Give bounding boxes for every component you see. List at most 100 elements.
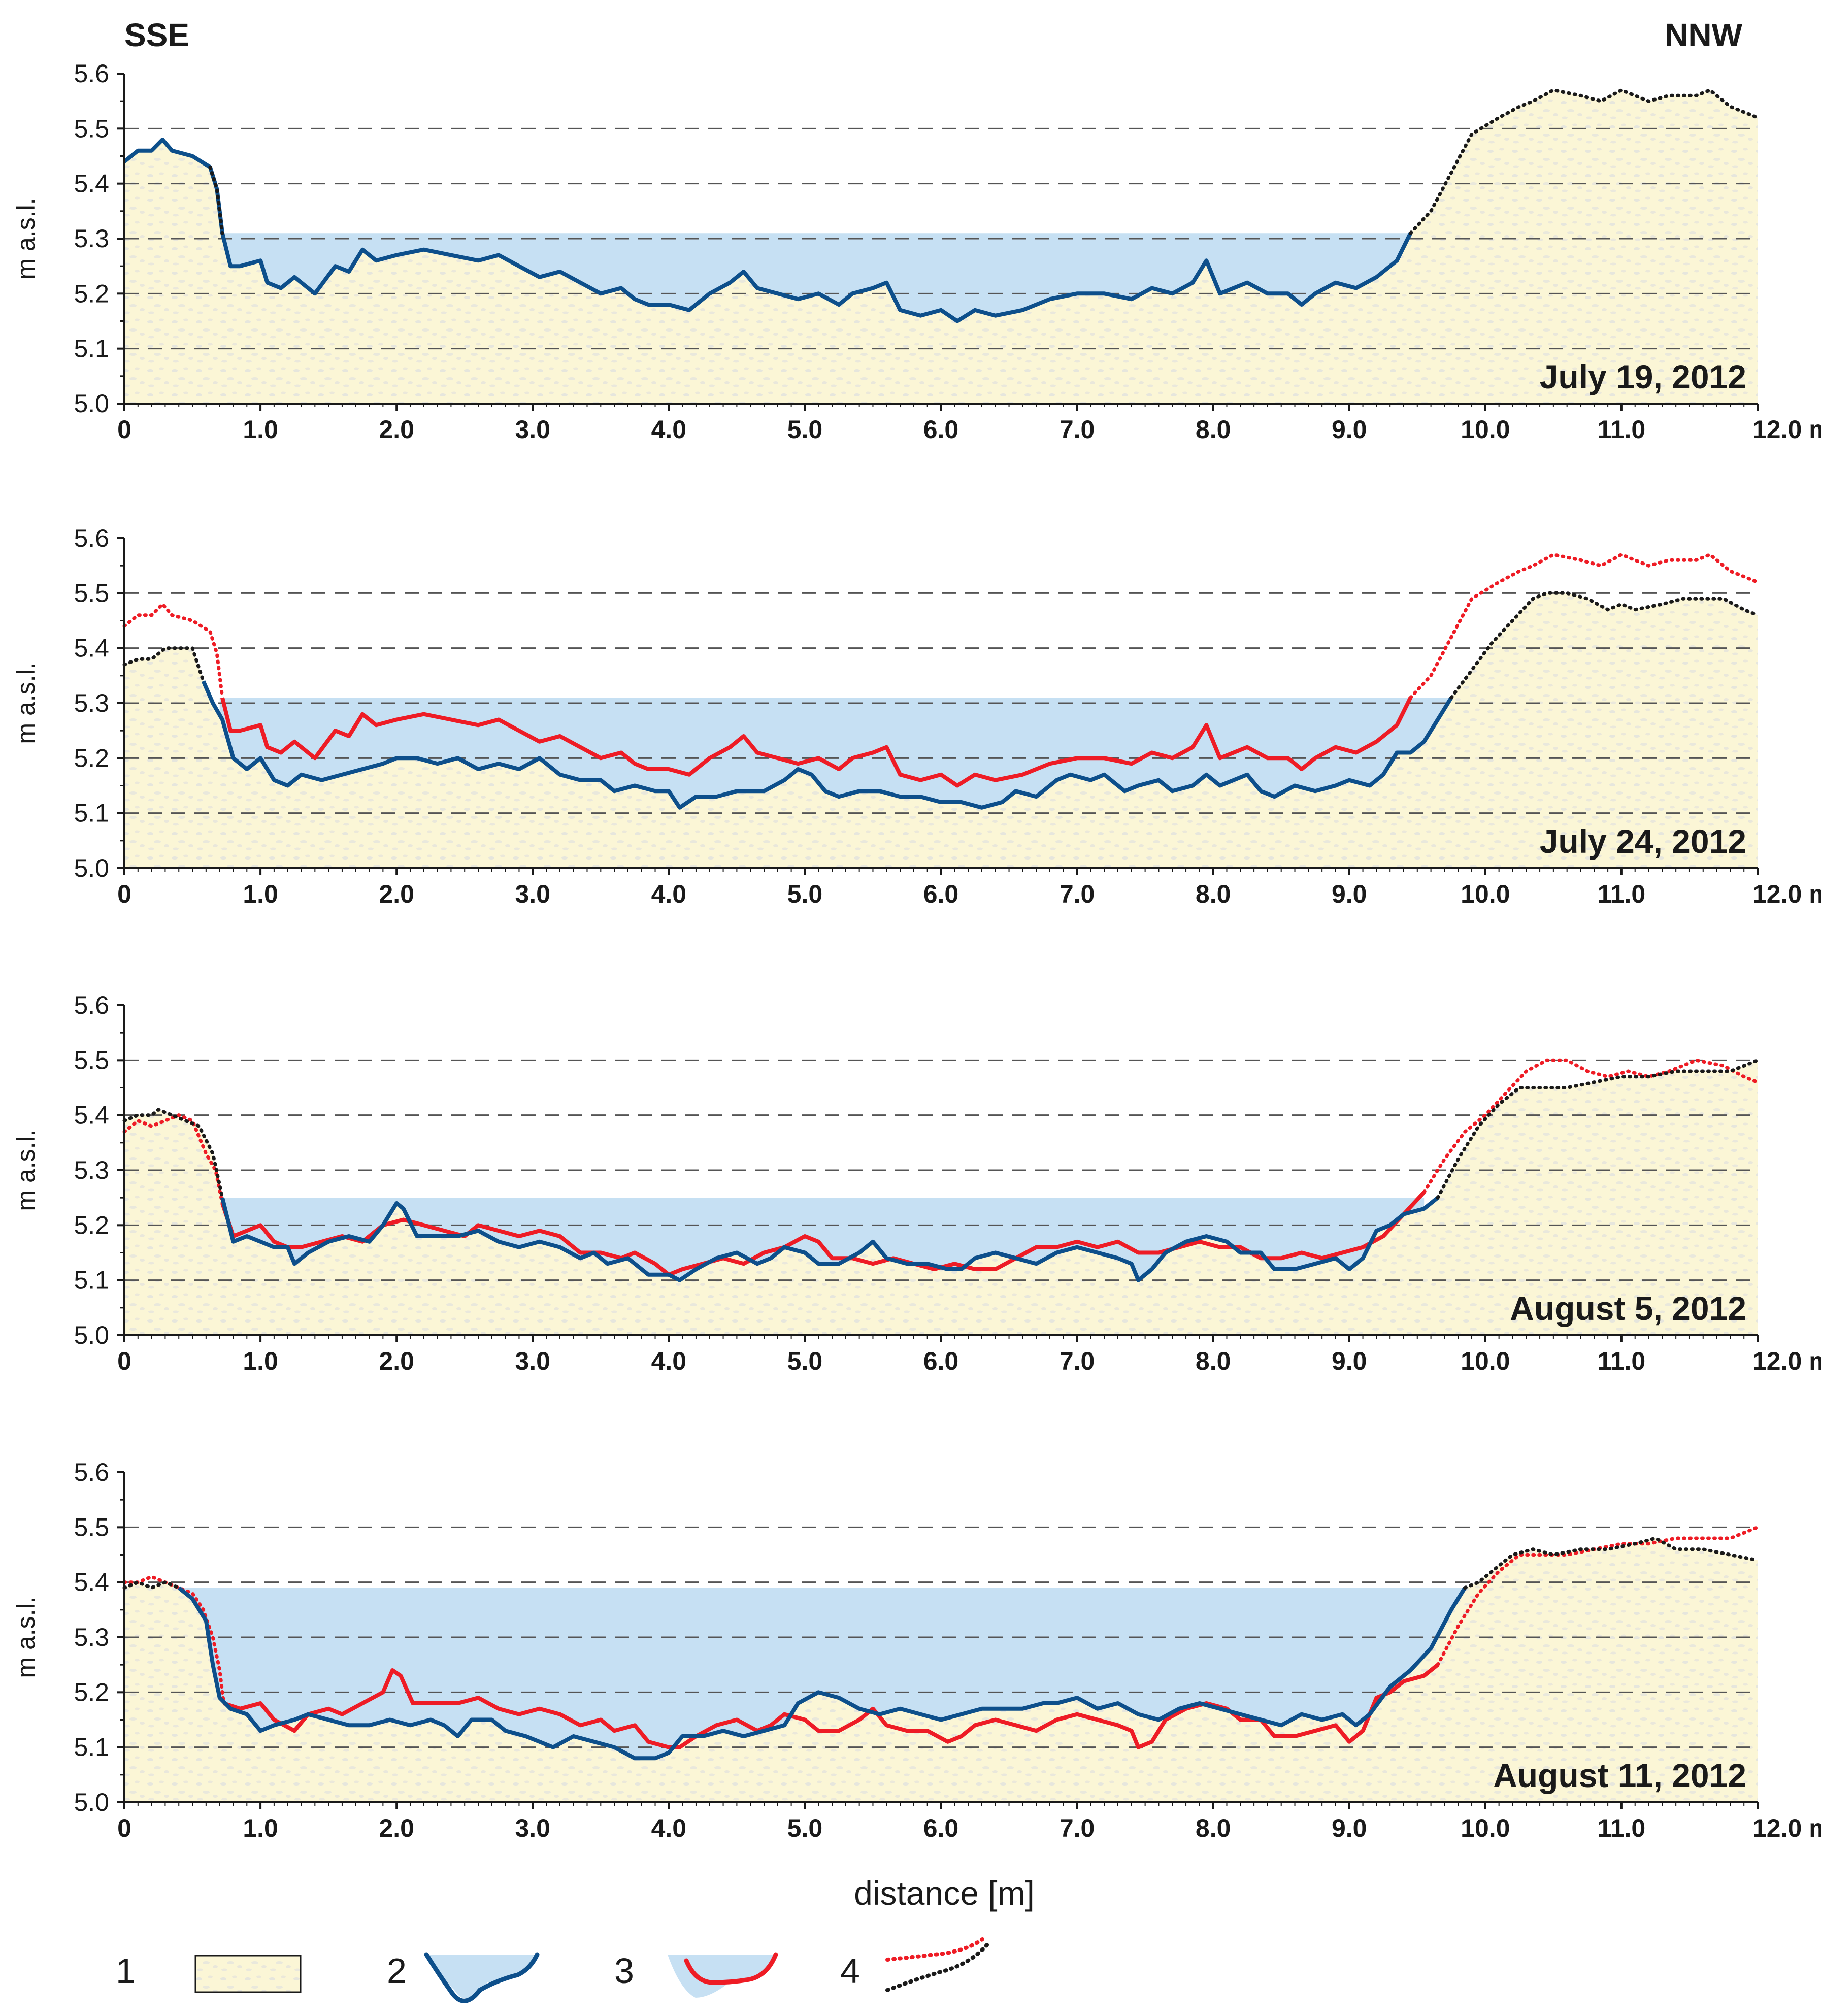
sediment-area <box>124 593 1758 868</box>
direction-label-sse: SSE <box>124 17 189 53</box>
panel-date-title: July 19, 2012 <box>1540 358 1746 395</box>
y-axis-label: m a.s.l. <box>12 662 40 744</box>
y-tick-label: 5.6 <box>74 991 109 1019</box>
y-tick-label: 5.2 <box>74 1678 109 1706</box>
x-tick-label: 6.0 <box>923 1814 959 1842</box>
x-tick-label: 12.0 m <box>1752 415 1821 444</box>
current-profile-dotted <box>1408 88 1760 235</box>
y-axis-label: m a.s.l. <box>12 1129 40 1211</box>
current-profile-dotted-right <box>1436 1058 1760 1200</box>
panel-date-title: July 24, 2012 <box>1540 822 1746 860</box>
chart-panel-1: 5.0 5.1 5.2 5.3 5.4 5.5 5.6 0 1.0 2.0 3.0 4.0 5.0 6.0… <box>12 59 1821 444</box>
legend-number-3: 3 <box>614 1951 634 1991</box>
x-tick-label: 4.0 <box>651 1347 687 1375</box>
x-tick-label: 3.0 <box>515 415 550 444</box>
y-tick-label: 5.0 <box>74 1321 109 1349</box>
x-tick-label: 0 <box>117 1814 131 1842</box>
previous-profile-dotted-left <box>122 1113 224 1205</box>
x-tick-label: 1.0 <box>243 880 278 908</box>
x-tick-label: 2.0 <box>379 1814 414 1842</box>
x-tick-label: 9.0 <box>1332 1347 1367 1375</box>
y-tick-label: 5.2 <box>74 1211 109 1239</box>
y-tick-label: 5.3 <box>74 1623 109 1651</box>
water-area <box>219 698 1451 808</box>
panel-date-title: August 5, 2012 <box>1510 1290 1746 1327</box>
x-tick-label: 11.0 <box>1598 1347 1646 1375</box>
y-tick-label: 5.3 <box>74 689 109 717</box>
x-tick-label: 0 <box>117 415 131 444</box>
x-tick-label: 7.0 <box>1060 880 1095 908</box>
y-tick-label: 5.2 <box>74 279 109 308</box>
x-tick-label: 6.0 <box>923 1347 959 1375</box>
legend-number-4: 4 <box>840 1951 860 1991</box>
x-tick-label: 7.0 <box>1060 1814 1095 1842</box>
y-axis-label: m a.s.l. <box>12 197 40 279</box>
y-tick-label: 5.3 <box>74 1156 109 1184</box>
sediment-area <box>124 90 1758 404</box>
chart-panel-3: 5.0 5.1 5.2 5.3 5.4 5.5 5.6 0 1.0 2.0 3.0 4.0 5.0 6.0… <box>12 991 1821 1375</box>
current-profile-dotted <box>122 1107 224 1200</box>
x-tick-label: 8.0 <box>1196 880 1231 908</box>
legend-number-1: 1 <box>116 1951 136 1991</box>
sediment-area <box>124 1060 1758 1335</box>
legend-water-swatch-previous <box>668 1955 777 1998</box>
y-tick-label: 5.0 <box>74 389 109 418</box>
x-tick-label: 11.0 <box>1598 1814 1646 1842</box>
x-tick-label: 8.0 <box>1196 1814 1231 1842</box>
current-profile-dotted-right <box>1449 591 1760 700</box>
x-tick-label: 0 <box>117 1347 131 1375</box>
y-tick-label: 5.5 <box>74 114 109 143</box>
x-tick-label: 2.0 <box>379 1347 414 1375</box>
x-tick-label: 1.0 <box>243 1347 278 1375</box>
x-tick-label: 9.0 <box>1332 415 1367 444</box>
x-tick-label: 2.0 <box>379 415 414 444</box>
y-tick-label: 5.4 <box>74 634 109 663</box>
x-tick-label: 10.0 <box>1461 415 1510 444</box>
x-tick-label: 5.0 <box>787 1814 823 1842</box>
legend-water-swatch-current <box>426 1955 537 1999</box>
y-tick-label: 5.4 <box>74 170 109 198</box>
y-tick-label: 5.1 <box>74 1733 109 1762</box>
x-tick-label: 1.0 <box>243 415 278 444</box>
previous-profile-line <box>220 1191 1426 1277</box>
previous-profile-line <box>220 697 1412 788</box>
water-area <box>223 233 1411 321</box>
legend-number-2: 2 <box>387 1951 407 1991</box>
previous-profile-dotted-right <box>1422 1058 1760 1194</box>
y-tick-label: 5.3 <box>74 224 109 253</box>
x-tick-label: 7.0 <box>1060 415 1095 444</box>
x-tick-label: 3.0 <box>515 1347 550 1375</box>
sediment-area <box>124 1538 1758 1802</box>
x-tick-label: 8.0 <box>1196 1347 1231 1375</box>
x-tick-label: 11.0 <box>1598 880 1646 908</box>
current-profile-dotted <box>122 1580 181 1590</box>
x-tick-label: 7.0 <box>1060 1347 1095 1375</box>
legend-previous-profile-line <box>684 1952 778 1985</box>
y-tick-label: 5.0 <box>74 854 109 882</box>
legend-dotted-black-line <box>885 1942 989 1992</box>
x-tick-label: 9.0 <box>1332 1814 1367 1842</box>
direction-label-nnw: NNW <box>1665 17 1742 53</box>
x-tick-label: 4.0 <box>651 415 687 444</box>
x-tick-label: 3.0 <box>515 880 550 908</box>
y-tick-label: 5.2 <box>74 744 109 772</box>
current-profile-line <box>201 680 1453 810</box>
current-profile-line <box>177 1586 1467 1761</box>
previous-profile-dotted-left <box>122 601 224 700</box>
y-tick-label: 5.1 <box>74 335 109 363</box>
chart-panel-2: 5.0 5.1 5.2 5.3 5.4 5.5 5.6 0 1.0 2.0 3.0 4.0 5.0 6.0… <box>12 524 1821 908</box>
y-tick-label: 5.1 <box>74 1266 109 1295</box>
x-tick-label: 0 <box>117 880 131 908</box>
current-profile-line <box>123 138 1412 323</box>
x-tick-label: 8.0 <box>1196 415 1231 444</box>
x-tick-label: 10.0 <box>1461 1814 1510 1842</box>
x-tick-label: 2.0 <box>379 880 414 908</box>
x-tick-label: 5.0 <box>787 880 823 908</box>
x-axis-label: distance [m] <box>854 1874 1035 1912</box>
legend-dotted-red-line <box>885 1937 984 1962</box>
x-tick-label: 4.0 <box>651 1814 687 1842</box>
x-tick-label: 6.0 <box>923 415 959 444</box>
current-profile-dotted <box>122 646 205 683</box>
y-tick-label: 5.0 <box>74 1788 109 1816</box>
